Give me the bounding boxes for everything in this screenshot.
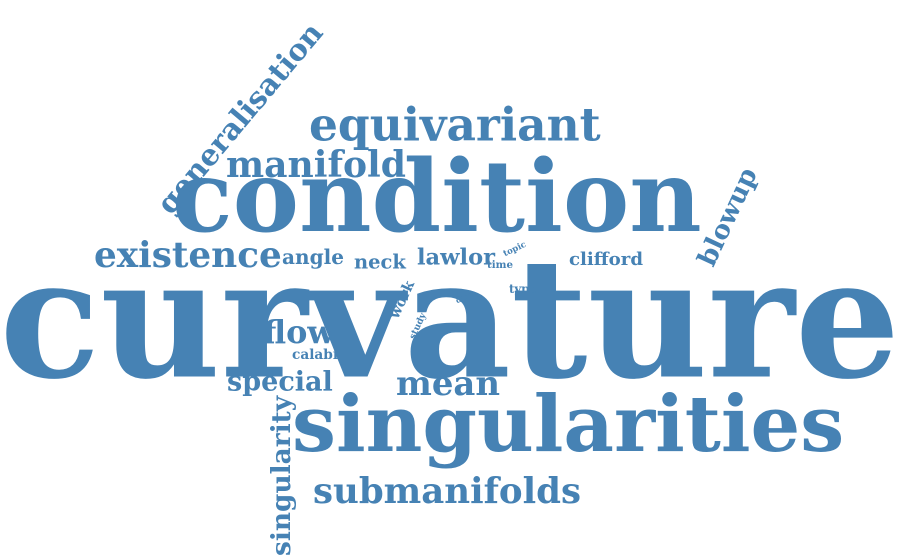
word-existence: existence (94, 234, 282, 276)
word-angle: angle (282, 245, 344, 269)
word-curvature: curvature (0, 222, 900, 417)
word-singularities: singularities (292, 379, 845, 470)
word-type: type (509, 282, 537, 296)
word-singularity: singularity (266, 395, 297, 556)
word-time: time (487, 259, 513, 271)
word-submanifolds: submanifolds (313, 471, 581, 512)
word-lawlor: lawlor (417, 244, 496, 271)
word-clifford: clifford (569, 249, 643, 270)
word-neck: neck (354, 250, 406, 274)
word-condition: condition (172, 138, 702, 255)
word-flow: flow (263, 313, 335, 351)
word-calabi: calabi (292, 347, 339, 363)
word-equivariant: equivariant (309, 97, 601, 152)
word-mean: mean (396, 363, 500, 403)
word-manifold: manifold (226, 143, 406, 186)
word-special: special (227, 366, 333, 398)
